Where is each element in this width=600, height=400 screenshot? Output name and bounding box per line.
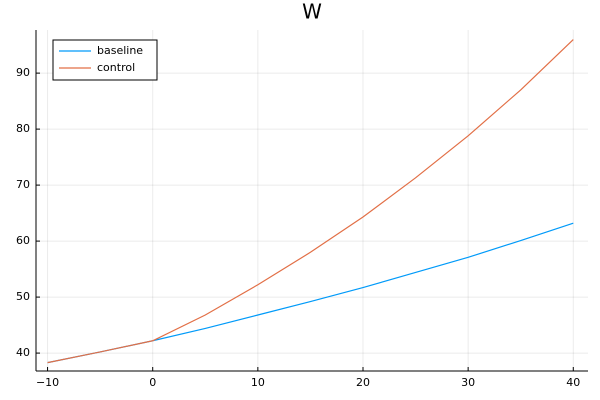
- legend-label: baseline: [97, 44, 143, 57]
- line: [47, 222, 574, 364]
- y-tick-label: 70: [16, 178, 30, 191]
- line: [47, 39, 574, 364]
- y-tick-label: 80: [16, 122, 30, 135]
- legend-label: control: [97, 61, 135, 74]
- y-tick-label: 50: [16, 290, 30, 303]
- y-tick-label: 90: [16, 66, 30, 79]
- x-tick-label: 40: [566, 376, 580, 389]
- y-tick-label: 60: [16, 234, 30, 247]
- x-tick-label: 20: [356, 376, 370, 389]
- chart-title: W: [302, 0, 322, 24]
- legend-box: [52, 39, 158, 81]
- x-tick-label: 30: [461, 376, 475, 389]
- x-tick-label: 0: [149, 376, 156, 389]
- x-tick-label: −10: [36, 376, 59, 389]
- y-tick-label: 40: [16, 346, 30, 359]
- x-tick-label: 10: [251, 376, 265, 389]
